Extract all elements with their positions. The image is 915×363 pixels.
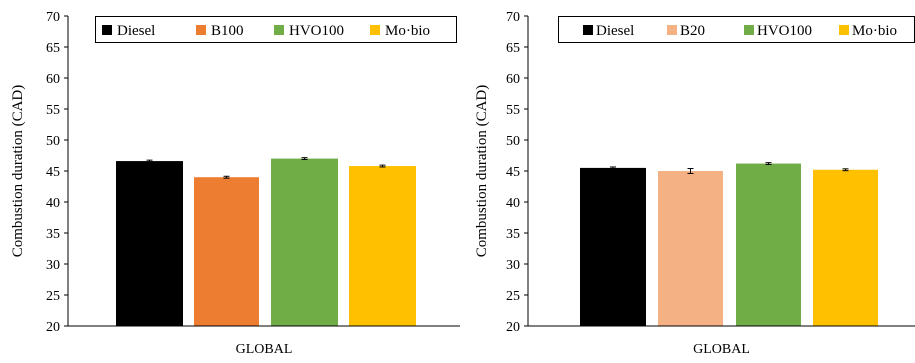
y-axis-title: Combustion duration (CAD)	[474, 85, 490, 258]
legend-box	[558, 16, 915, 43]
chart-panel-1: 20 25 30 35 40 45 50 55 60 65 70 Combustion duratio…	[10, 10, 460, 357]
y-tick-label: 40	[46, 196, 60, 211]
bar-hvo100	[736, 163, 801, 326]
chart-panel-2: 20 25 30 35 40 45 50 55 60 65 70 Combustion duratio…	[474, 10, 915, 357]
legend: Diesel B20 HVO100 Mo·bio	[558, 16, 915, 43]
y-tick-label: 55	[506, 103, 520, 118]
y-tick-label: 20	[46, 320, 60, 335]
legend-label: B100	[211, 23, 244, 39]
bar-diesel	[580, 167, 646, 326]
legend-swatch	[370, 25, 380, 35]
bar-hvo100	[271, 158, 338, 326]
legend: Diesel B100 HVO100 Mo·bio	[95, 16, 457, 43]
bar-mo-bio	[349, 166, 416, 326]
bar-b100	[194, 177, 259, 326]
y-tick-label: 40	[506, 196, 520, 211]
y-tick-label: 55	[46, 103, 60, 118]
bar-b20	[658, 171, 723, 326]
legend-label: Diesel	[596, 23, 634, 39]
y-tick-label: 60	[46, 72, 60, 87]
y-tick-label: 70	[46, 10, 60, 25]
legend-swatch	[196, 25, 206, 35]
y-tick-label: 65	[46, 41, 60, 56]
x-category-label: GLOBAL	[236, 342, 293, 357]
legend-swatch	[839, 25, 849, 35]
y-tick-label: 70	[506, 10, 520, 25]
y-tick-label: 60	[506, 72, 520, 87]
y-tick-label: 50	[46, 134, 60, 149]
y-tick-label: 25	[46, 289, 60, 304]
legend-swatch	[274, 25, 284, 35]
legend-label: HVO100	[289, 23, 344, 39]
y-tick-label: 30	[506, 258, 520, 273]
y-tick-label: 20	[506, 320, 520, 335]
y-tick-label: 25	[506, 289, 520, 304]
y-axis-title: Combustion duration (CAD)	[10, 85, 26, 258]
legend-swatch	[583, 25, 593, 35]
legend-label: Mo·bio	[852, 23, 897, 39]
legend-label: Diesel	[117, 23, 155, 39]
legend-label: HVO100	[757, 23, 812, 39]
legend-label: B20	[680, 23, 705, 39]
legend-swatch	[744, 25, 754, 35]
y-tick-label: 65	[506, 41, 520, 56]
bar-diesel	[116, 161, 183, 326]
y-tick-label: 50	[506, 134, 520, 149]
y-tick-label: 45	[506, 165, 520, 180]
bar-mo-bio	[813, 169, 878, 326]
y-tick-label: 35	[506, 227, 520, 242]
x-category-label: GLOBAL	[693, 342, 750, 357]
legend-swatch	[667, 25, 677, 35]
y-tick-label: 30	[46, 258, 60, 273]
legend-swatch	[102, 25, 112, 35]
y-tick-label: 45	[46, 165, 60, 180]
legend-label: Mo·bio	[385, 23, 430, 39]
y-tick-label: 35	[46, 227, 60, 242]
